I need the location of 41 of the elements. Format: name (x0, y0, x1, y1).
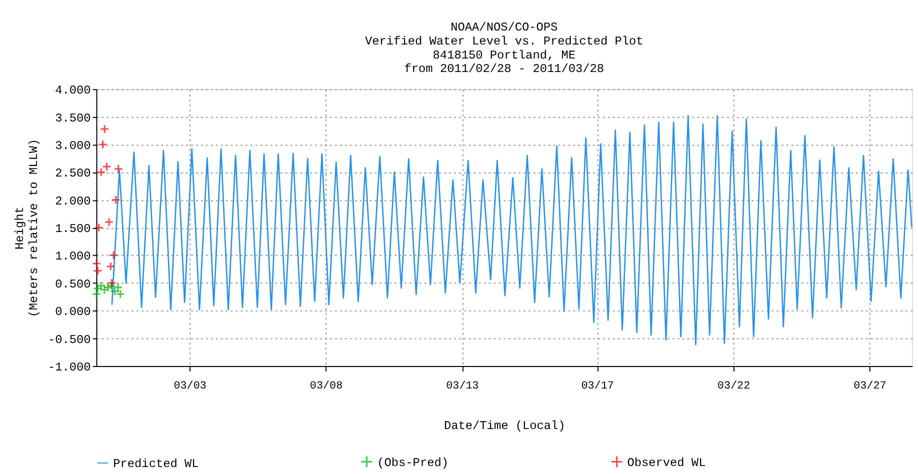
y-axis-title: Height (Meters relative to MLLW) (13, 138, 42, 318)
point (96, 281, 106, 290)
x-tick-label: 03/27 (854, 380, 886, 392)
x-axis-title: Date/Time (Local) (444, 419, 566, 434)
point (114, 164, 123, 174)
line-series (111, 115, 912, 346)
point (111, 195, 120, 204)
y-tick-label: -1.000 (48, 360, 91, 374)
x-tick-label: 03/13 (446, 380, 479, 392)
y-tick-label: 0.500 (55, 277, 91, 292)
point (98, 140, 108, 150)
y-tick-label: 1.000 (55, 250, 91, 264)
y-tick-label: 3.000 (55, 138, 91, 153)
y-tick-label: 4.000 (55, 84, 91, 98)
point (93, 284, 102, 294)
point (106, 262, 116, 271)
chart-title: NOAA/NOS/CO-OPS Verified Water Level vs. Predicted Plot 8418150 Portland, ME from 2011/02/28 - 2011/03/28 (365, 20, 644, 76)
point (104, 217, 114, 227)
y-tick-label: 2.000 (55, 194, 91, 208)
y-tick-label: 1.500 (55, 222, 91, 236)
y-tick-label: -0.500 (48, 332, 91, 347)
legend-label: Observed WL (627, 456, 706, 470)
x-tick-label: 03/22 (717, 380, 750, 392)
point (100, 285, 110, 294)
legend-label: (Obs-Pred) (377, 456, 448, 470)
y-tick-label: 0.000 (55, 305, 91, 320)
legend-label: Predicted WL (113, 456, 199, 471)
point (108, 250, 118, 260)
x-tick-label: 03/03 (174, 380, 206, 392)
y-tick-label: 2.500 (55, 166, 91, 181)
y-tick-label: 3.500 (55, 111, 91, 126)
point (102, 162, 112, 172)
point (92, 289, 102, 299)
point (94, 222, 104, 232)
x-tick-label: 03/17 (581, 380, 614, 392)
point (100, 124, 110, 134)
point (92, 258, 102, 268)
point (93, 266, 102, 276)
point (107, 278, 116, 288)
point (96, 168, 106, 177)
x-tick-label: 03/08 (310, 380, 343, 392)
